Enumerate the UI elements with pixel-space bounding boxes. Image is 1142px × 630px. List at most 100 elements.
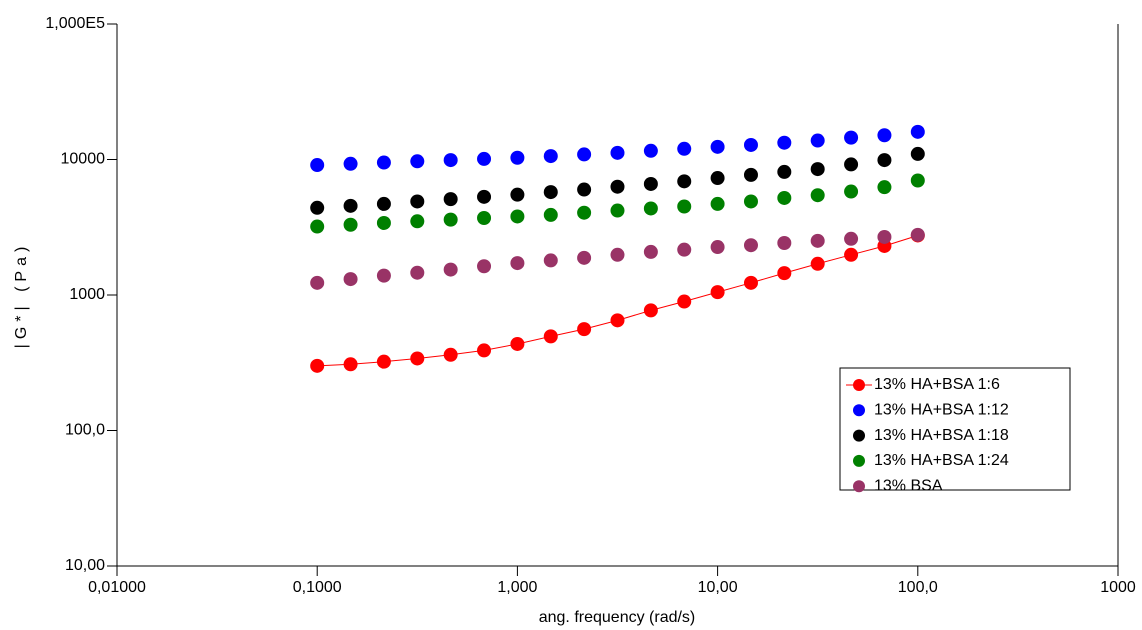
data-point (543, 253, 558, 268)
data-point (610, 145, 625, 160)
data-point (810, 188, 825, 203)
legend-marker (853, 480, 865, 493)
data-point (577, 205, 592, 220)
data-point (777, 235, 792, 250)
data-point (910, 227, 925, 242)
data-point (910, 124, 925, 139)
data-point (610, 247, 625, 262)
data-point (844, 231, 859, 246)
data-point (910, 146, 925, 161)
data-point (410, 214, 425, 229)
y-tick-label: 10,00 (65, 557, 105, 574)
data-point (510, 336, 525, 351)
data-point (777, 135, 792, 150)
data-point (343, 156, 358, 171)
data-point (877, 153, 892, 168)
y-tick-label: 10000 (61, 151, 106, 168)
data-point (677, 141, 692, 156)
data-point (677, 199, 692, 214)
legend-marker (853, 429, 865, 442)
data-point (543, 149, 558, 164)
data-point (610, 203, 625, 218)
x-tick-label: 1,000 (497, 579, 537, 596)
data-point (410, 265, 425, 280)
legend-label: 13% HA+BSA 1:6 (874, 376, 1000, 393)
y-tick-label: 1000 (69, 286, 105, 303)
data-point (376, 215, 391, 230)
data-point (710, 171, 725, 186)
data-point (643, 244, 658, 259)
data-point (310, 158, 325, 173)
data-point (410, 194, 425, 209)
data-point (510, 150, 525, 165)
legend-label: 13% HA+BSA 1:24 (874, 452, 1009, 469)
data-point (643, 143, 658, 158)
data-point (677, 174, 692, 189)
data-point (810, 133, 825, 148)
y-tick-label: 100,0 (65, 422, 105, 439)
data-point (310, 275, 325, 290)
data-point (310, 358, 325, 373)
data-point (844, 157, 859, 172)
legend-marker (853, 404, 865, 417)
data-point (343, 217, 358, 232)
x-tick-label: 100,0 (898, 579, 938, 596)
data-point (577, 250, 592, 265)
x-tick-label: 10,00 (698, 579, 738, 596)
data-point (443, 212, 458, 227)
data-point (677, 294, 692, 309)
data-point (343, 357, 358, 372)
legend-marker (853, 454, 865, 467)
data-point (443, 347, 458, 362)
data-point (810, 162, 825, 177)
data-point (410, 351, 425, 366)
data-point (877, 128, 892, 143)
data-point (510, 209, 525, 224)
data-point (777, 164, 792, 179)
data-point (844, 184, 859, 199)
data-point (710, 139, 725, 154)
y-axis-label: |G*| (Pa) (13, 242, 30, 349)
data-point (343, 272, 358, 287)
data-point (577, 182, 592, 197)
data-point (443, 153, 458, 168)
data-point (677, 242, 692, 257)
data-point (443, 262, 458, 277)
data-point (376, 196, 391, 211)
data-point (376, 354, 391, 369)
data-point (810, 233, 825, 248)
data-point (477, 343, 492, 358)
data-point (844, 130, 859, 145)
data-point (743, 194, 758, 209)
data-point (710, 196, 725, 211)
data-point (376, 268, 391, 283)
x-tick-label: 1000 (1100, 579, 1136, 596)
data-point (510, 187, 525, 202)
data-point (477, 259, 492, 274)
data-point (910, 173, 925, 188)
data-point (543, 207, 558, 222)
data-point (743, 167, 758, 182)
data-point (643, 176, 658, 191)
data-point (510, 256, 525, 271)
data-point (610, 179, 625, 194)
data-point (543, 185, 558, 200)
data-point (743, 275, 758, 290)
data-point (310, 200, 325, 215)
data-point (877, 229, 892, 244)
data-point (810, 256, 825, 271)
data-point (877, 180, 892, 195)
data-point (577, 322, 592, 337)
data-point (443, 192, 458, 207)
data-point (477, 211, 492, 226)
data-point (777, 190, 792, 205)
data-point (577, 147, 592, 162)
data-point (543, 329, 558, 344)
data-point (477, 189, 492, 204)
data-point (777, 266, 792, 281)
data-point (343, 198, 358, 213)
data-point (610, 313, 625, 328)
data-point (310, 219, 325, 234)
data-point (643, 303, 658, 318)
